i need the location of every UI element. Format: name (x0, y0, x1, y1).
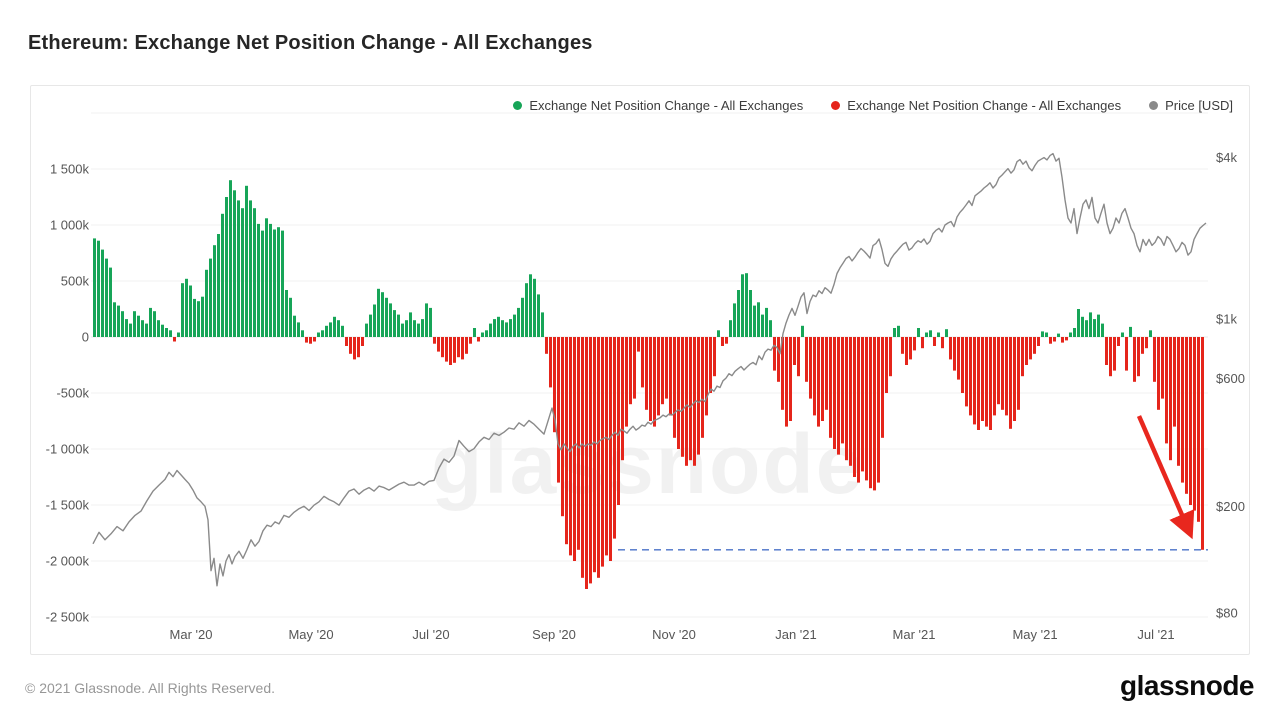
legend-label: Price [USD] (1165, 98, 1233, 113)
svg-text:May '21: May '21 (1012, 627, 1057, 642)
gray-dot-icon (1149, 101, 1159, 110)
svg-text:Sep '20: Sep '20 (532, 627, 576, 642)
legend-item-price-usd[interactable]: Price [USD] (1149, 98, 1233, 113)
green-dot-icon (513, 101, 523, 110)
svg-text:-2 000k: -2 000k (46, 554, 90, 569)
svg-text:Nov '20: Nov '20 (652, 627, 696, 642)
svg-text:$4k: $4k (1216, 150, 1237, 165)
svg-text:$80: $80 (1216, 606, 1238, 621)
svg-text:Jan '21: Jan '21 (775, 627, 817, 642)
svg-text:0: 0 (82, 330, 89, 345)
svg-text:Jul '21: Jul '21 (1137, 627, 1174, 642)
svg-text:May '20: May '20 (288, 627, 333, 642)
legend-label: Exchange Net Position Change - All Excha… (847, 98, 1122, 113)
legend-item-net-position-positive[interactable]: Exchange Net Position Change - All Excha… (513, 98, 803, 113)
net-position-combo-chart[interactable]: 1 500k 1 000k 500k 0 -500k -1 000k -1 500k -2 0… (31, 86, 1251, 656)
glassnode-logo: glassnode (1120, 670, 1254, 701)
svg-text:1 500k: 1 500k (50, 162, 90, 177)
legend-label: Exchange Net Position Change - All Excha… (529, 98, 804, 113)
svg-text:$600: $600 (1216, 371, 1245, 386)
svg-text:Mar '21: Mar '21 (893, 627, 936, 642)
chart-legend: Exchange Net Position Change - All Excha… (513, 98, 1233, 113)
svg-text:-2 500k: -2 500k (46, 610, 90, 625)
svg-text:-1 500k: -1 500k (46, 498, 90, 513)
svg-text:$200: $200 (1216, 499, 1245, 514)
page-title: Ethereum: Exchange Net Position Change -… (28, 32, 593, 54)
red-dot-icon (831, 101, 841, 110)
chart-card: Exchange Net Position Change - All Excha… (30, 85, 1250, 655)
svg-text:-500k: -500k (56, 386, 89, 401)
svg-text:1 000k: 1 000k (50, 218, 90, 233)
svg-text:Mar '20: Mar '20 (170, 627, 213, 642)
svg-text:Jul '20: Jul '20 (412, 627, 449, 642)
legend-item-net-position-negative[interactable]: Exchange Net Position Change - All Excha… (831, 98, 1121, 113)
copyright-text: © 2021 Glassnode. All Rights Reserved. (25, 680, 276, 696)
svg-text:$1k: $1k (1216, 312, 1237, 327)
svg-text:500k: 500k (61, 274, 90, 289)
svg-text:-1 000k: -1 000k (46, 442, 90, 457)
chart-area[interactable]: glassnode 1 500k 1 000k 500k 0 -500k -1 000k -… (31, 86, 1249, 654)
